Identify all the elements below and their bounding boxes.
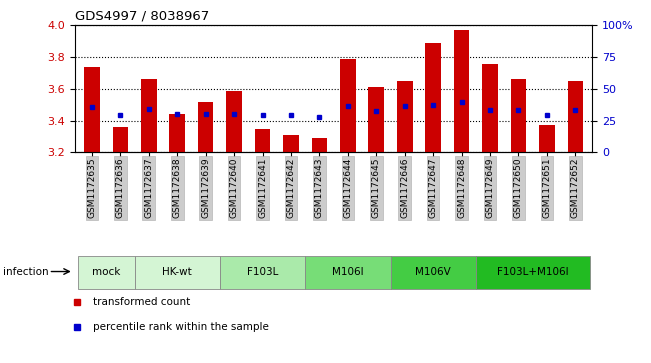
- Text: GSM1172650: GSM1172650: [514, 158, 523, 218]
- Bar: [283, 135, 299, 152]
- Text: GSM1172642: GSM1172642: [286, 158, 296, 218]
- FancyBboxPatch shape: [135, 256, 220, 289]
- Bar: [169, 114, 185, 152]
- Bar: [141, 79, 157, 152]
- Bar: [568, 81, 583, 152]
- Bar: [368, 87, 384, 152]
- Text: F103L+M106I: F103L+M106I: [497, 266, 568, 277]
- Bar: [113, 127, 128, 152]
- Text: GSM1172648: GSM1172648: [457, 158, 466, 218]
- Bar: [510, 79, 526, 152]
- FancyBboxPatch shape: [476, 256, 590, 289]
- Text: GSM1172646: GSM1172646: [400, 158, 409, 218]
- Text: F103L: F103L: [247, 266, 278, 277]
- Text: GSM1172636: GSM1172636: [116, 158, 125, 218]
- FancyBboxPatch shape: [305, 256, 391, 289]
- Bar: [482, 64, 498, 152]
- Text: GSM1172645: GSM1172645: [372, 158, 381, 218]
- FancyBboxPatch shape: [220, 256, 305, 289]
- Text: GDS4997 / 8038967: GDS4997 / 8038967: [75, 10, 209, 23]
- Bar: [84, 67, 100, 152]
- Text: infection: infection: [3, 266, 49, 277]
- Bar: [198, 102, 214, 152]
- Text: GSM1172651: GSM1172651: [542, 158, 551, 218]
- Text: GSM1172652: GSM1172652: [571, 158, 580, 218]
- Text: GSM1172644: GSM1172644: [343, 158, 352, 218]
- Text: M106I: M106I: [332, 266, 364, 277]
- Text: GSM1172637: GSM1172637: [145, 158, 153, 218]
- Text: GSM1172640: GSM1172640: [230, 158, 239, 218]
- Text: transformed count: transformed count: [93, 297, 190, 307]
- Text: GSM1172643: GSM1172643: [315, 158, 324, 218]
- Bar: [340, 59, 355, 152]
- Bar: [454, 30, 469, 152]
- Text: mock: mock: [92, 266, 120, 277]
- Text: GSM1172638: GSM1172638: [173, 158, 182, 218]
- Text: percentile rank within the sample: percentile rank within the sample: [93, 322, 269, 332]
- Text: M106V: M106V: [415, 266, 451, 277]
- Bar: [227, 90, 242, 152]
- Text: GSM1172635: GSM1172635: [87, 158, 96, 218]
- Text: GSM1172639: GSM1172639: [201, 158, 210, 218]
- Bar: [397, 81, 413, 152]
- Bar: [312, 138, 327, 152]
- Bar: [539, 126, 555, 152]
- FancyBboxPatch shape: [77, 256, 135, 289]
- Text: GSM1172647: GSM1172647: [428, 158, 437, 218]
- Text: GSM1172641: GSM1172641: [258, 158, 267, 218]
- Text: GSM1172649: GSM1172649: [486, 158, 495, 218]
- FancyBboxPatch shape: [391, 256, 476, 289]
- Bar: [425, 43, 441, 152]
- Bar: [255, 129, 270, 152]
- Text: HK-wt: HK-wt: [162, 266, 192, 277]
